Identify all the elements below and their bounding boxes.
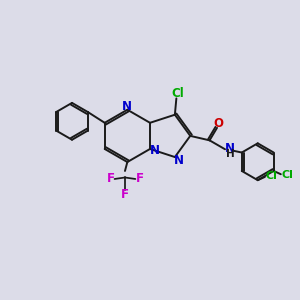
Text: F: F: [136, 172, 143, 185]
Text: N: N: [150, 144, 160, 157]
Text: Cl: Cl: [282, 170, 294, 180]
Text: Cl: Cl: [266, 171, 278, 181]
Text: Cl: Cl: [171, 87, 184, 101]
Text: F: F: [121, 188, 129, 201]
Text: H: H: [226, 149, 235, 159]
Text: O: O: [213, 117, 223, 130]
Text: N: N: [225, 142, 235, 155]
Text: N: N: [122, 100, 132, 113]
Text: F: F: [106, 172, 114, 185]
Text: N: N: [174, 154, 184, 167]
